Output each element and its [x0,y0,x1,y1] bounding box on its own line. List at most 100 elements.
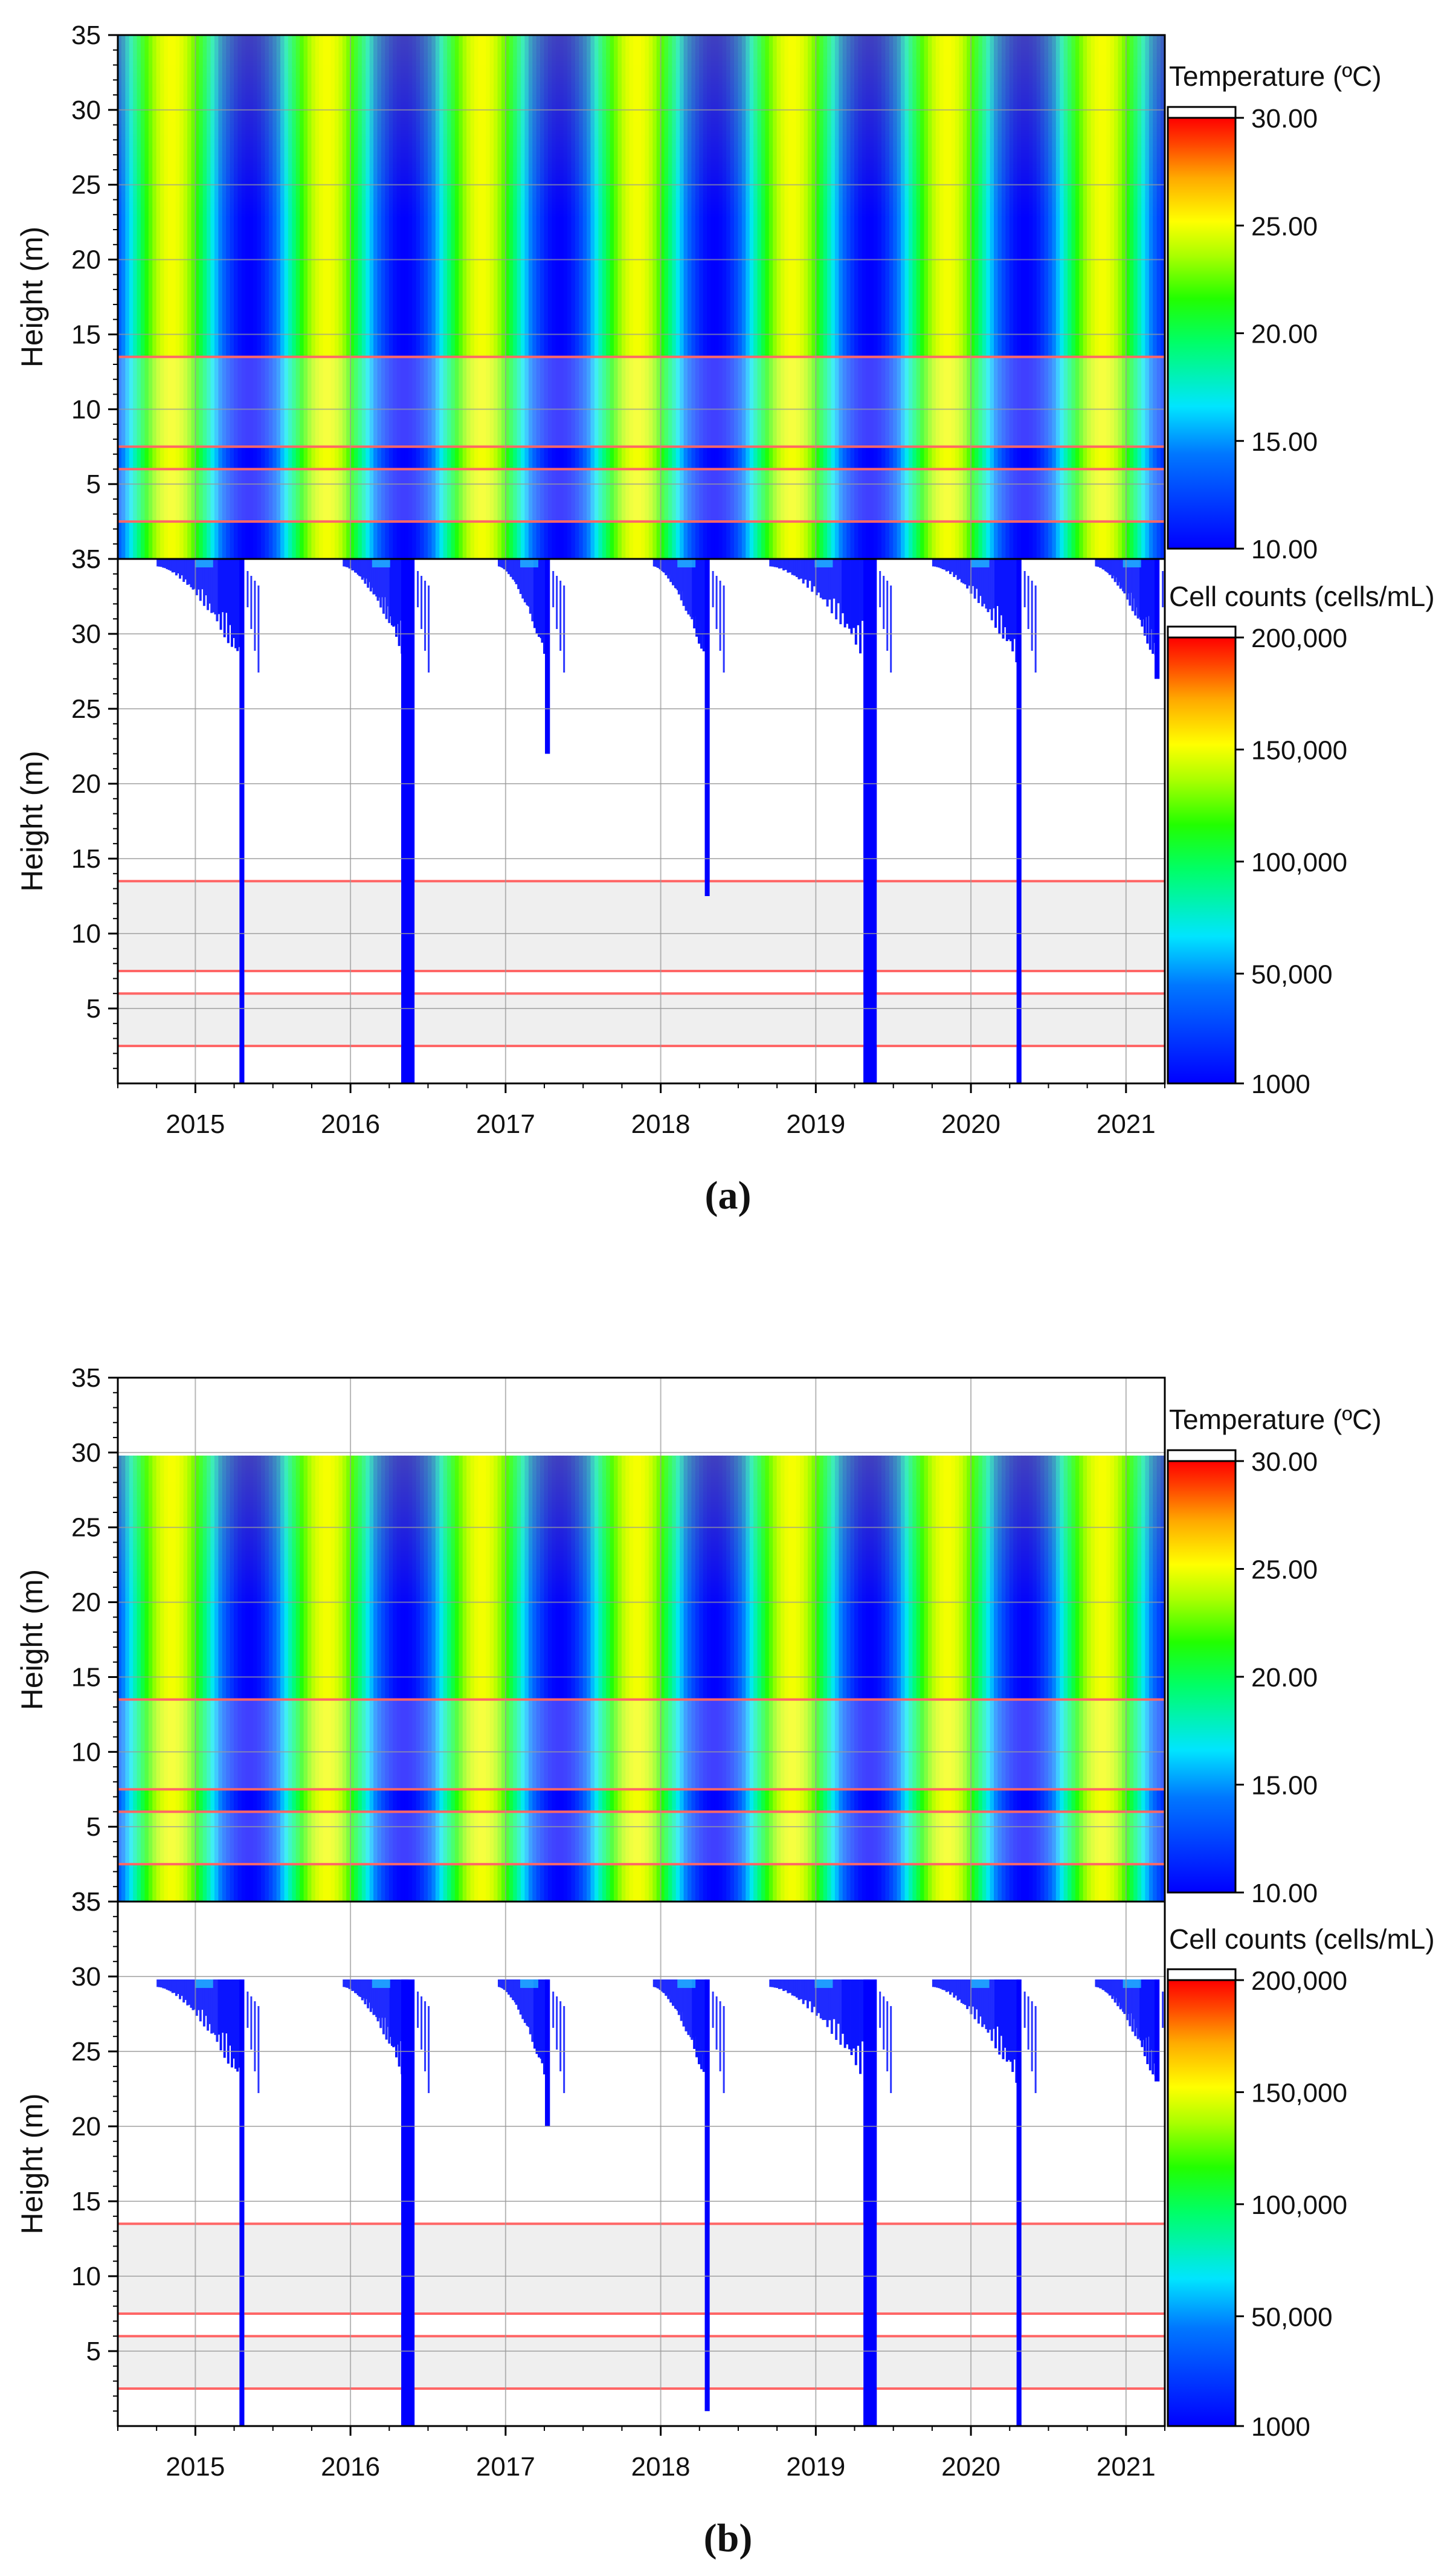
colorbar-gradient [1167,636,1237,1085]
cell-count-streak [367,1979,370,2009]
cell-count-streak [987,1979,990,2033]
cell-count-moderate [677,1979,696,1988]
y-tick-label: 30 [71,619,101,649]
cell-count-streak [782,559,785,571]
cell-count-streak [375,1979,378,2018]
cell-count-streak [388,559,391,624]
cell-count-streak [227,1979,230,2064]
y-tick-label: 35 [71,1887,101,1917]
cell-count-streak [890,586,892,673]
cell-count-deep-column [239,1979,245,2426]
cell-count-streak [842,559,845,613]
y-tick-label: 5 [86,2337,101,2366]
cell-count-streak [723,586,725,673]
cell-count-streak [992,1979,995,2029]
cell-count-streak [773,1979,776,1988]
cell-count-streak [1011,559,1014,652]
cell-count-streak [857,559,860,625]
sampling-band-2 [118,2224,1165,2314]
cell-count-streak [234,1979,237,2069]
cell-count-streak [234,559,237,648]
cell-count-streak [386,559,389,607]
cell-count-streak [365,1979,368,1999]
cell-count-streak [962,559,965,584]
cell-count-streak [835,1979,838,2040]
cell-count-deep-column [863,559,877,1083]
cell-count-streak [559,581,562,651]
cell-count-streak [176,559,179,574]
cell-count-streak [1103,1979,1106,1990]
cell-count-streak [1153,559,1156,644]
cell-count-streak [784,1979,787,1991]
colorbar-tick-label: 50,000 [1251,960,1333,989]
colorbar-tick-label: 100,000 [1251,2190,1347,2220]
cell-count-streak [355,1979,358,1993]
cell-count-streak [811,559,814,592]
cell-count-streak [852,559,855,628]
sampling-band-2 [118,1699,1165,1790]
cell-count-streak [369,559,372,592]
cell-count-streak [839,559,842,625]
cell-count-deep-column [1155,559,1160,679]
cell-count-streak [359,559,362,577]
y-tick-label: 20 [71,1588,101,1618]
cell-count-streak [212,1979,215,2033]
cell-count-streak [848,1979,851,2050]
cell-count-streak [356,1979,359,1995]
cell-count-streak [782,1979,785,1992]
cell-count-streak [199,1979,202,2022]
colorbar-tick-label: 150,000 [1251,2078,1347,2108]
cell-count-streak [207,559,210,610]
colorbar-tick-label: 200,000 [1251,1966,1347,1996]
cell-count-streak [1145,1979,1148,2038]
plot-area [118,1378,1165,1902]
cell-count-streak [184,559,187,579]
cell-count-streak [1005,1979,1008,2062]
cell-count-streak [254,2001,256,2071]
cell-count-streak [257,586,260,673]
cell-count-streak [175,559,178,576]
cell-count-streak [1097,1979,1100,1988]
cell-count-streak [819,559,822,598]
sampling-band-1 [118,993,1165,1046]
cell-count-streak [1143,559,1146,636]
cell-count-streak [1110,559,1113,575]
colorbar-tick-label: 15.00 [1251,1771,1318,1801]
cell-count-streak [393,1979,396,2047]
cell-count-streak [559,2001,562,2071]
x-tick-label: 2018 [631,2452,691,2482]
colorbar-gradient [1167,117,1237,550]
cell-count-streak [158,1979,161,1987]
cell-count-streak [852,1979,855,2049]
cell-count-streak [207,1979,210,2031]
cell-count-streak [1147,1979,1150,2037]
cell-count-streak [212,559,215,613]
cell-count-streak [171,1979,174,1993]
cell-count-moderate [195,559,213,567]
cell-count-streak [1139,559,1142,620]
cell-count-streak [1130,559,1133,593]
cell-count-streak [977,1979,980,2024]
cell-count-streak [776,559,779,568]
cell-count-streak [795,1979,798,1998]
cell-count-streak [257,2005,260,2093]
cell-count-streak [160,559,163,567]
cell-count-moderate [971,559,990,567]
cell-count-deep-column [1016,559,1022,1083]
cell-count-streak [210,1979,213,2034]
cell-count-streak [417,571,419,607]
cell-count-streak [979,559,982,596]
cell-count-streak [1111,1979,1114,1999]
cell-count-streak [233,1979,236,2059]
cell-count-moderate [677,559,696,567]
cell-count-streak [1005,559,1008,641]
cell-count-streak [1110,1979,1113,1995]
cell-count-streak [1113,559,1116,582]
cell-count-deep-column [545,559,550,754]
cell-count-moderate [372,1979,390,1988]
cell-count-streak [1015,1979,1018,2083]
cell-count-streak [361,559,364,580]
colorbar-tick-label: 1000 [1251,1070,1310,1099]
cell-count-streak [776,1979,779,1988]
panel-b-top: 35 30 25 20 15 10 5 35 Height (m) Temperature (ºC… [15,1363,1382,1917]
